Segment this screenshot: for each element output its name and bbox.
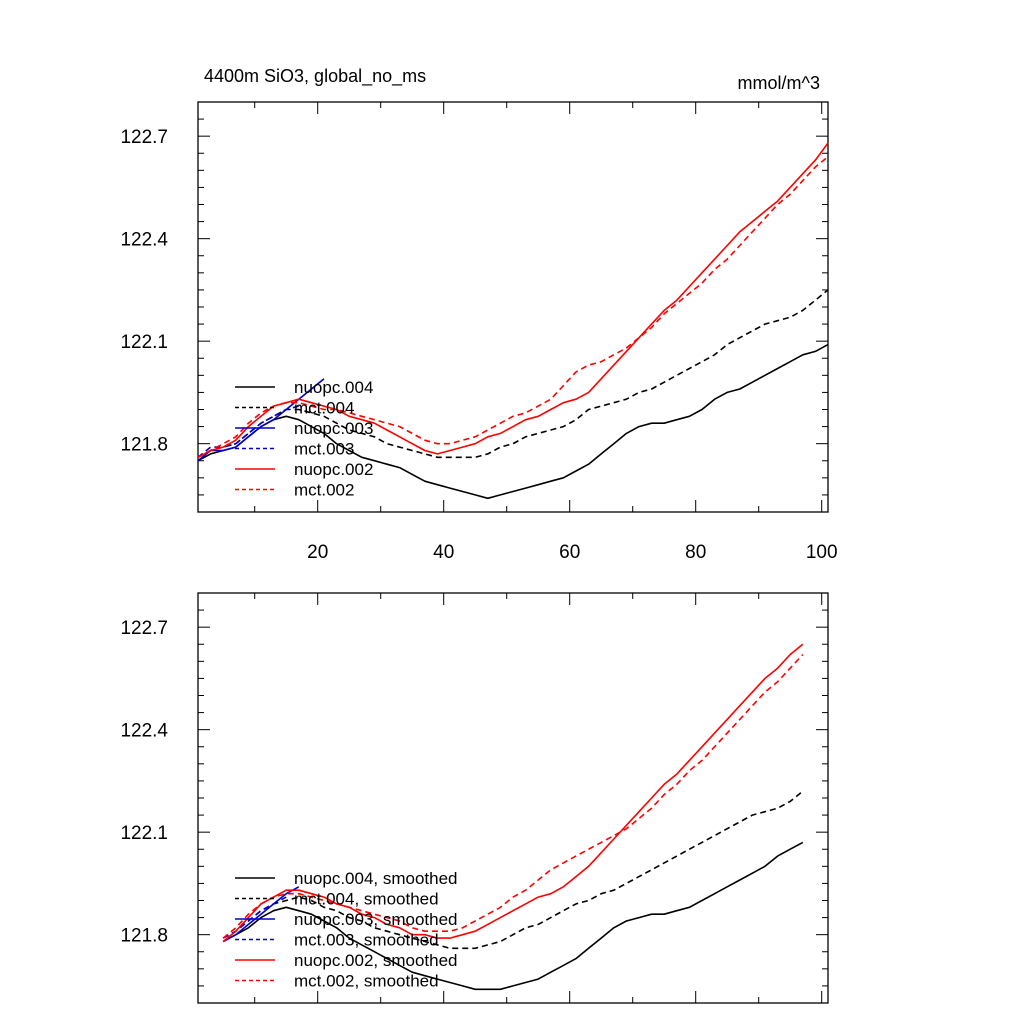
- chart-panel-1: 121.8 122.1 122.4 122.7 20 40 60 80 100 4400m SiO…: [120, 66, 837, 563]
- y-tick-label: 122.7: [120, 618, 168, 639]
- y-tick-label: 122.7: [120, 127, 168, 148]
- x-tick-label: 100: [806, 542, 838, 563]
- y-tick-label: 122.1: [120, 332, 168, 353]
- legend-label: nuopc.002: [294, 460, 373, 479]
- y-tick-label: 121.8: [120, 926, 168, 947]
- legend-label: mct.002, smoothed: [294, 972, 439, 991]
- chart-title: 4400m SiO3, global_no_ms: [204, 66, 426, 87]
- legend-label: nuopc.003: [294, 419, 373, 438]
- x-tick-label: 20: [307, 542, 328, 563]
- series-line-mct-004-smoothed: [222, 790, 804, 950]
- legend-label: nuopc.004: [294, 378, 373, 397]
- series-line-nuopc-002-smoothed: [222, 643, 804, 943]
- legend-label: mct.004: [294, 399, 354, 418]
- x-tick-label: 80: [685, 542, 706, 563]
- series-line-nuopc-002: [197, 142, 829, 459]
- legend-label: mct.004, smoothed: [294, 890, 439, 909]
- series-line-mct-004: [197, 289, 829, 459]
- y-tick-label: 122.4: [120, 721, 168, 742]
- series-line-nuopc-003: [197, 378, 325, 462]
- y-tick-label: 122.4: [120, 230, 168, 251]
- series-line-nuopc-003-smoothed: [222, 886, 300, 943]
- plot-frame: [197, 101, 829, 513]
- plot-frame: [197, 592, 829, 1004]
- series-line-mct-002-smoothed: [222, 653, 804, 939]
- legend-label: nuopc.004, smoothed: [294, 869, 458, 888]
- series-line-nuopc-004: [197, 343, 829, 500]
- legend-label: mct.003, smoothed: [294, 931, 439, 950]
- y-tick-label: 121.8: [120, 435, 168, 456]
- legend-label: mct.002: [294, 481, 354, 500]
- x-tick-label: 40: [433, 542, 454, 563]
- legend-label: mct.003: [294, 440, 354, 459]
- chart-panel-2: 121.8 122.1 122.4 122.7 nuopc.004, smoothed m…: [120, 592, 829, 1004]
- series-line-nuopc-004-smoothed: [222, 841, 804, 991]
- series-line-mct-003: [197, 405, 300, 458]
- units-label: mmol/m^3: [738, 73, 820, 93]
- x-tick-label: 60: [559, 542, 580, 563]
- series-line-mct-002: [197, 156, 829, 459]
- legend-label: nuopc.002, smoothed: [294, 951, 458, 970]
- y-tick-label: 122.1: [120, 823, 168, 844]
- legend-label: nuopc.003, smoothed: [294, 910, 458, 929]
